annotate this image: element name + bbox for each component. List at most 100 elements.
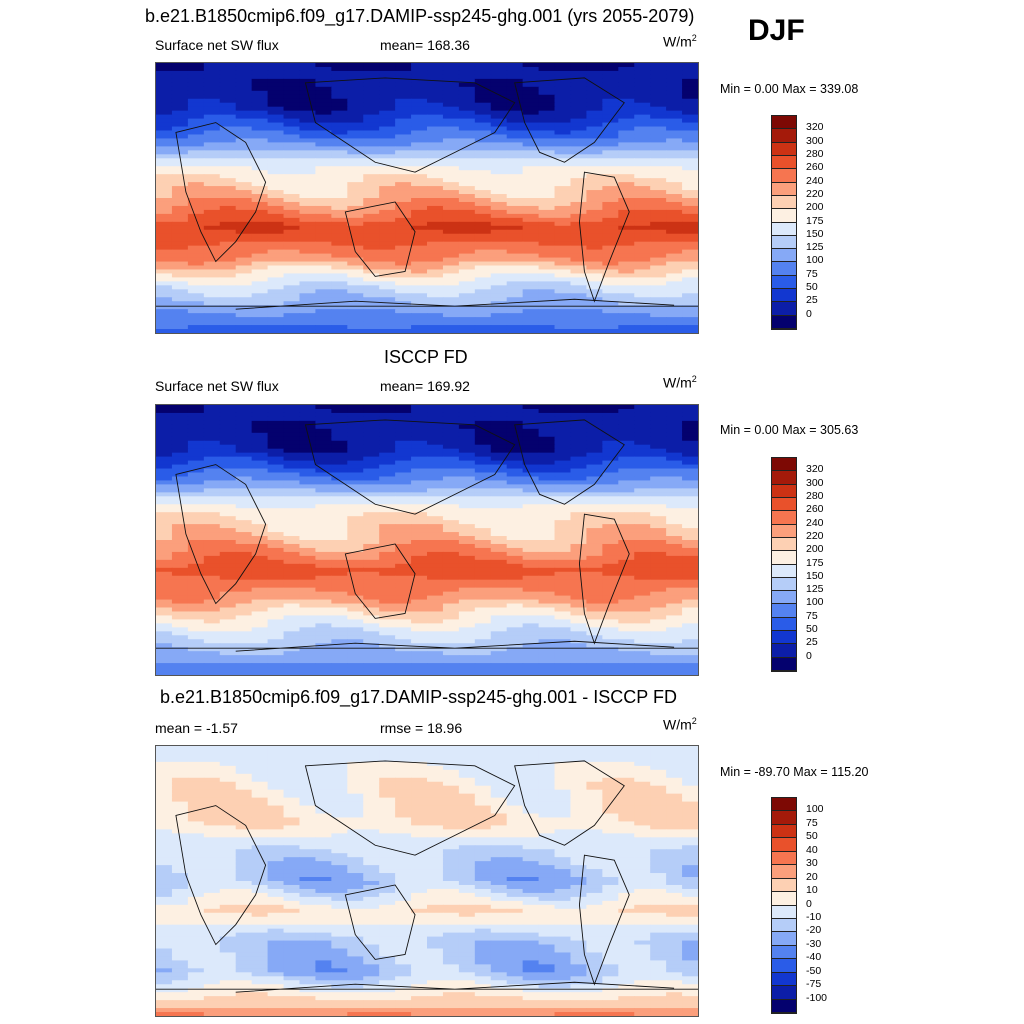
map-cell bbox=[618, 635, 635, 640]
map-cell bbox=[299, 166, 317, 171]
map-cell bbox=[634, 237, 651, 243]
map-cell bbox=[538, 436, 556, 442]
map-cell bbox=[203, 114, 221, 120]
map-cell bbox=[634, 162, 651, 167]
map-cell bbox=[315, 261, 332, 267]
map-cell bbox=[458, 651, 476, 656]
map-cell bbox=[219, 138, 237, 144]
map-cell bbox=[235, 631, 253, 636]
map-cell bbox=[634, 102, 651, 108]
map-cell bbox=[490, 122, 508, 128]
map-cell bbox=[602, 504, 619, 509]
map-cell bbox=[411, 126, 428, 132]
map-cell bbox=[267, 420, 285, 426]
map-cell bbox=[171, 217, 189, 223]
map-cell bbox=[347, 245, 364, 251]
map-cell bbox=[283, 627, 301, 632]
map-cell bbox=[315, 587, 332, 593]
map-cell bbox=[602, 595, 619, 601]
map-cell bbox=[379, 528, 396, 533]
map-cell bbox=[554, 102, 572, 108]
map-cell bbox=[187, 305, 205, 310]
map-cell bbox=[283, 154, 301, 159]
map-cell bbox=[474, 63, 492, 68]
map-cell bbox=[331, 269, 348, 275]
map-cell bbox=[379, 647, 396, 652]
map-cell bbox=[666, 448, 683, 454]
map-cell bbox=[538, 182, 556, 187]
map-cell bbox=[682, 325, 698, 330]
map-cell bbox=[618, 500, 635, 505]
map-cell bbox=[171, 420, 189, 426]
map-cell bbox=[315, 166, 332, 171]
map-cell bbox=[315, 599, 332, 605]
map-cell bbox=[347, 667, 364, 672]
map-cell bbox=[522, 508, 540, 513]
map-cell bbox=[634, 405, 651, 410]
map-cell bbox=[458, 512, 476, 517]
map-cell bbox=[363, 74, 380, 80]
map-cell bbox=[474, 233, 492, 239]
map-cell bbox=[682, 444, 698, 450]
map-cell bbox=[331, 635, 348, 640]
map-cell bbox=[554, 201, 572, 207]
colorbar-tick-label: 280 bbox=[806, 147, 824, 160]
map-cell bbox=[347, 448, 364, 454]
map-cell bbox=[363, 587, 380, 593]
map-cell bbox=[666, 257, 683, 263]
colorbar-tick-label: 300 bbox=[806, 476, 824, 489]
map-cell bbox=[474, 603, 492, 609]
map-cell bbox=[682, 142, 698, 147]
map-cell bbox=[411, 309, 428, 314]
map-cell bbox=[490, 476, 508, 482]
map-cell bbox=[570, 659, 588, 664]
map-cell bbox=[283, 753, 301, 759]
map-cell bbox=[267, 86, 285, 92]
map-cell bbox=[283, 221, 301, 227]
map-cell bbox=[570, 166, 588, 171]
map-cell bbox=[219, 293, 237, 298]
map-cell bbox=[171, 635, 189, 640]
map-cell bbox=[490, 528, 508, 533]
map-cell bbox=[171, 516, 189, 521]
map-cell bbox=[203, 412, 221, 418]
map-cell bbox=[251, 551, 269, 557]
map-cell bbox=[570, 448, 588, 454]
map-cell bbox=[331, 555, 348, 561]
map-cell bbox=[570, 170, 588, 175]
map-cell bbox=[283, 114, 301, 120]
map-cell bbox=[395, 245, 412, 251]
map-cell bbox=[331, 516, 348, 521]
map-cell bbox=[395, 158, 412, 163]
map-cell bbox=[554, 524, 572, 529]
map-cell bbox=[299, 118, 317, 124]
map-cell bbox=[363, 516, 380, 521]
map-cell bbox=[395, 221, 412, 227]
map-cell bbox=[586, 599, 603, 605]
map-cell bbox=[299, 150, 317, 155]
map-cell bbox=[554, 265, 572, 271]
map-cell bbox=[618, 647, 635, 652]
map-cell bbox=[315, 408, 332, 414]
map-cell bbox=[506, 162, 524, 167]
map-cell bbox=[650, 174, 667, 179]
map-cell bbox=[458, 671, 476, 675]
map-cell bbox=[283, 405, 301, 410]
map-cell bbox=[490, 761, 508, 767]
map-cell bbox=[442, 213, 460, 219]
map-cell bbox=[379, 408, 396, 414]
map-cell bbox=[602, 98, 619, 104]
map-cell bbox=[570, 249, 588, 255]
map-cell bbox=[522, 194, 540, 199]
map-cell bbox=[331, 249, 348, 255]
map-cell bbox=[602, 663, 619, 668]
map-cell bbox=[586, 166, 603, 171]
map-cell bbox=[395, 551, 412, 557]
map-cell bbox=[187, 460, 205, 466]
map-cell bbox=[347, 432, 364, 438]
map-cell bbox=[682, 651, 698, 656]
map-cell bbox=[156, 575, 173, 581]
map-cell bbox=[682, 746, 698, 751]
map-cell bbox=[458, 761, 476, 767]
map-cell bbox=[666, 408, 683, 414]
